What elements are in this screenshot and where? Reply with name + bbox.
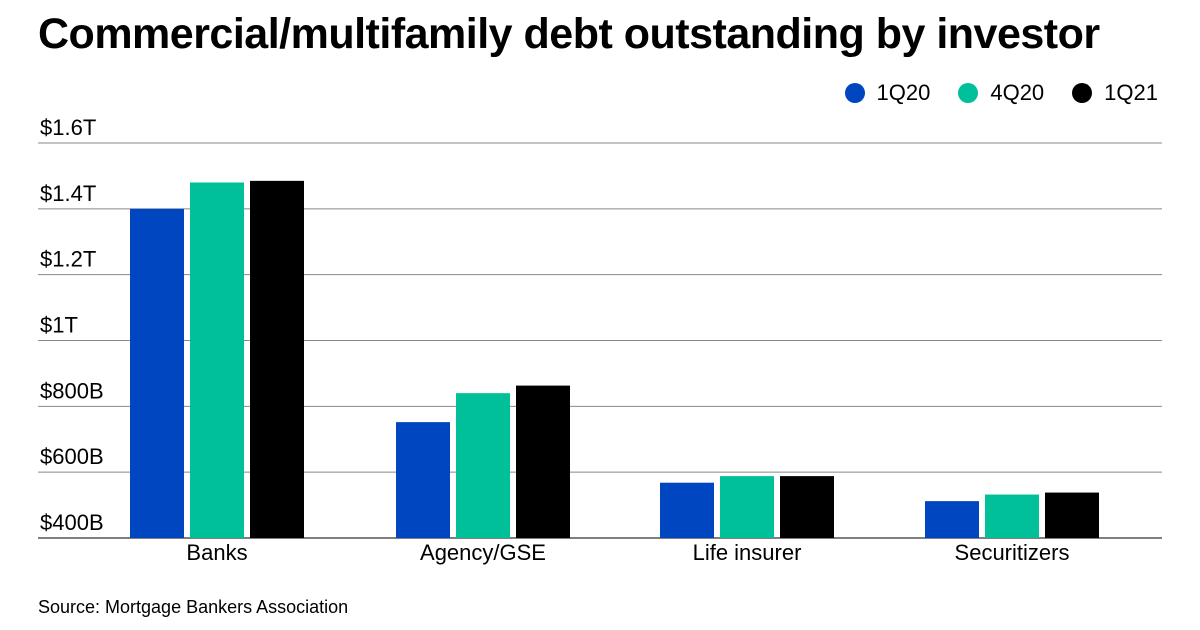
x-category-label-2: Life insurer [693,540,802,565]
bar-banks-1q20 [130,208,184,539]
legend-swatch-1q21 [1072,83,1093,103]
y-tick-label-1: $600B [40,444,104,469]
x-category-label-0: Banks [186,540,247,565]
y-tick-label-3: $1T [40,313,78,338]
y-tick-label-4: $1.2T [40,247,96,272]
bar-securitizers-4q20 [985,494,1039,538]
y-tick-label-2: $800B [40,378,104,403]
bar-life-insurer-4q20 [720,476,774,538]
source-note: Source: Mortgage Bankers Association [38,597,349,617]
y-tick-label-6: $1.6T [40,115,96,140]
legend-item-1q21: 1Q21 [1072,80,1158,106]
legend-label-1q21: 1Q21 [1104,80,1158,105]
x-category-label-1: Agency/GSE [420,540,546,565]
y-tick-label-0: $400B [40,510,104,535]
legend-label-1q20: 1Q20 [876,80,931,105]
legend-swatch-1q20 [844,83,865,103]
bar-securitizers-1q20 [925,501,979,538]
bar-agency-gse-4q20 [456,393,510,538]
y-tick-label-5: $1.4T [40,181,96,206]
bar-securitizers-1q21 [1045,492,1099,538]
bar-life-insurer-1q20 [660,482,714,538]
legend-label-4q20: 4Q20 [990,80,1045,105]
bar-banks-1q21 [250,180,304,538]
legend-item-4q20: 4Q20 [958,80,1044,106]
bar-agency-gse-1q21 [516,385,570,538]
legend-item-1q20: 1Q20 [844,80,931,106]
bar-banks-4q20 [190,182,244,538]
legend: 1Q20 4Q20 1Q21 [844,80,1158,106]
bar-agency-gse-1q20 [396,422,450,538]
chart-title: Commercial/multifamily debt outstanding … [38,10,1100,58]
legend-swatch-4q20 [958,83,979,103]
x-category-label-3: Securitizers [955,540,1070,565]
bar-life-insurer-1q21 [780,476,834,538]
